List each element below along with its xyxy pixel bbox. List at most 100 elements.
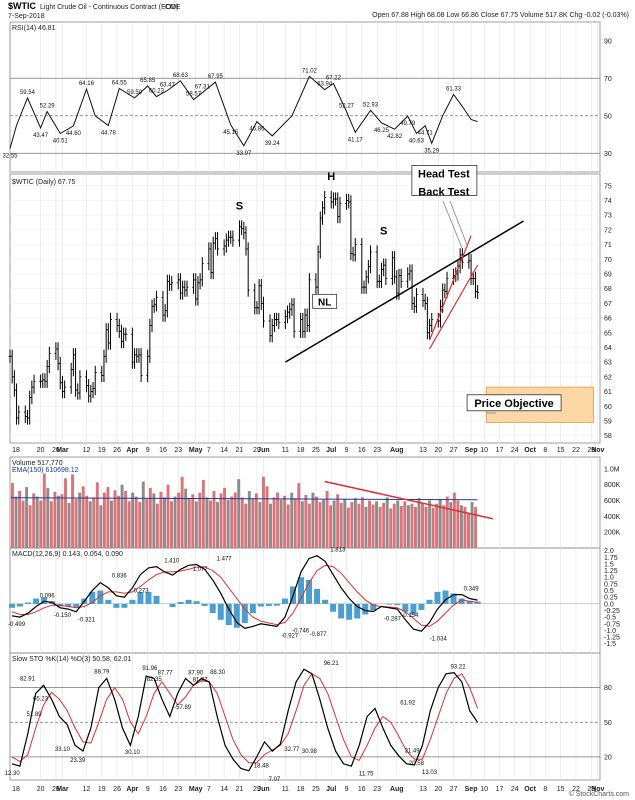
volume-bar <box>300 501 304 548</box>
x-tick-label: 23 <box>174 786 182 793</box>
x-tick-label: Jul <box>326 447 336 454</box>
volume-bar <box>276 492 280 548</box>
macd-value-label: 1.477 <box>217 557 233 563</box>
volume-bar <box>233 492 237 548</box>
rsi-value-label: 40.63 <box>409 138 425 144</box>
x-tick-label: 23 <box>174 447 182 454</box>
x-tick-label: 10 <box>480 786 488 793</box>
volume-bar <box>67 502 71 548</box>
x-tick-label: 29 <box>253 786 261 793</box>
volume-bar <box>247 491 251 548</box>
volume-bar <box>109 500 113 548</box>
x-tick-label: 9 <box>146 786 150 793</box>
x-tick-label: Mar <box>56 447 69 454</box>
macd-value-label: 0.349 <box>464 587 480 593</box>
x-tick-label: 7 <box>207 786 211 793</box>
head-label: H <box>327 171 335 183</box>
rsi-value-label: 44.71 <box>418 131 434 137</box>
macd-line <box>11 555 478 632</box>
panel-frame-rsi <box>9 21 601 173</box>
volume-bar <box>208 500 212 548</box>
macd-histogram-bar <box>225 603 232 626</box>
rsi-value-label: 52.29 <box>40 103 56 109</box>
rsi-value-label: 64.55 <box>112 80 128 86</box>
price-y-tick: 60 <box>604 404 612 411</box>
volume-bar <box>403 501 407 548</box>
macd-histogram-bar <box>370 603 377 611</box>
x-tick-label: Nov <box>591 786 604 793</box>
volume-bar <box>435 503 439 548</box>
volume-bar <box>219 493 223 548</box>
rsi-value-label: 33.97 <box>236 151 252 157</box>
x-tick-label: 14 <box>220 786 228 793</box>
left-shoulder-label: S <box>236 200 243 212</box>
volume-bar <box>293 498 297 548</box>
volume-bar <box>35 496 39 548</box>
volume-bar <box>459 505 463 548</box>
volume-y-tick: 600K <box>604 498 621 505</box>
x-tick-label: 17 <box>496 786 504 793</box>
stoch-value-label: 88.30 <box>210 670 226 676</box>
volume-trend-line <box>324 480 494 520</box>
macd-value-label: 1.813 <box>330 548 346 554</box>
x-tick-label: 21 <box>236 447 244 454</box>
x-tick-label: 25 <box>312 447 320 454</box>
volume-bar <box>191 494 195 548</box>
date-label: 7-Sep-2018 <box>8 13 45 20</box>
rsi-value-label: 63.94 <box>317 82 333 88</box>
stoch-value-label: 12.30 <box>5 771 21 777</box>
macd-histogram-bar <box>402 603 409 612</box>
macd-value-label: -1.034 <box>430 636 448 642</box>
macd-value-label: 0.836 <box>112 574 128 580</box>
rsi-value-label: 39.24 <box>265 141 281 147</box>
volume-bar <box>424 506 428 548</box>
ema-legend: EMA(150) 610698.12 <box>12 467 79 474</box>
macd-histogram-bar <box>410 603 417 615</box>
stoch-value-label: 87.77 <box>158 671 174 677</box>
volume-bar <box>428 500 432 548</box>
volume-bar <box>343 498 347 548</box>
price-y-tick: 62 <box>604 374 612 381</box>
x-tick-label: 29 <box>587 786 595 793</box>
stoch-k-line <box>11 668 479 772</box>
symbol-label: $WTIC <box>8 1 36 11</box>
volume-bar <box>463 506 467 548</box>
volume-bar <box>180 476 184 548</box>
rsi-value-label: 58.57 <box>186 92 202 98</box>
stoch-value-label: 87.90 <box>188 671 204 677</box>
macd-y-tick: 1.25 <box>604 568 618 575</box>
price-y-tick: 70 <box>604 257 612 264</box>
macd-histogram-bar <box>41 597 48 604</box>
rsi-y-tick: 70 <box>604 76 612 83</box>
macd-y-tick: -0.5 <box>604 615 616 622</box>
stoch-value-label: 65.23 <box>33 697 49 703</box>
volume-bar <box>11 483 14 548</box>
x-tick-label: 26 <box>113 786 121 793</box>
price-y-tick: 74 <box>604 198 612 205</box>
volume-bar <box>113 490 117 548</box>
x-tick-label: 22 <box>572 786 580 793</box>
stoch-value-label: 93.22 <box>450 664 466 670</box>
volume-ema-line <box>10 497 478 501</box>
macd-y-tick: 2.0 <box>604 548 614 555</box>
volume-y-tick: 400K <box>604 514 621 521</box>
stoch-y-tick: 20 <box>604 754 612 761</box>
price-y-tick: 69 <box>604 271 612 278</box>
stoch-value-label: 11.75 <box>359 771 374 777</box>
rsi-value-label: 67.95 <box>208 74 224 80</box>
rsi-y-tick: 30 <box>604 151 612 158</box>
volume-bar <box>141 481 145 548</box>
x-tick-label: 22 <box>572 447 580 454</box>
x-tick-label: Jun <box>257 447 269 454</box>
rsi-value-label: 59.50 <box>127 90 143 96</box>
volume-bar <box>198 492 202 548</box>
volume-bar <box>25 487 29 548</box>
x-tick-label: 12 <box>83 447 91 454</box>
x-tick-label: Jun <box>257 786 269 793</box>
macd-histogram-bar <box>105 599 112 604</box>
volume-bar <box>371 504 375 548</box>
rsi-line <box>9 75 478 149</box>
price-objective-label: Price Objective <box>474 398 554 410</box>
macd-y-tick: -1.0 <box>604 628 616 635</box>
macd-y-tick: 0.5 <box>604 588 614 595</box>
